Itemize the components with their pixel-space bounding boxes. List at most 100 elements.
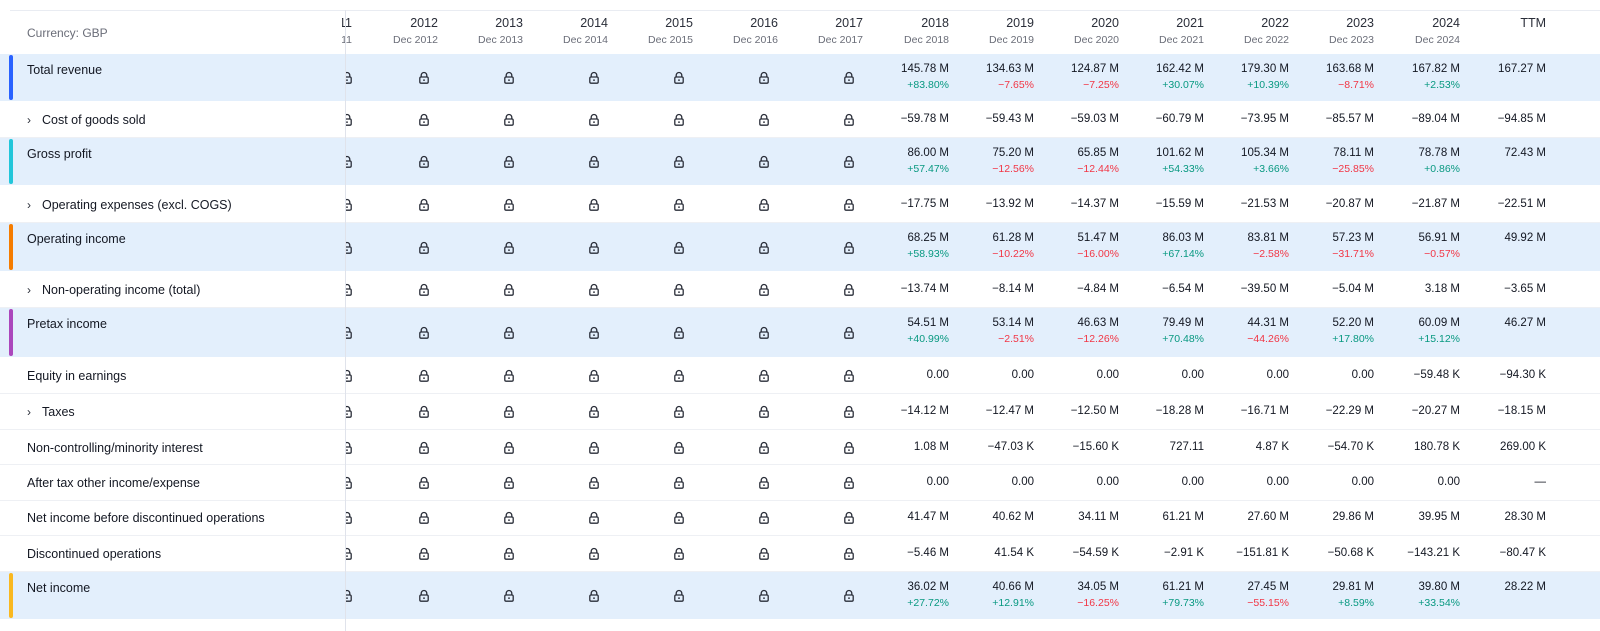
lock-icon[interactable] (346, 198, 354, 212)
lock-icon[interactable] (417, 71, 431, 85)
lock-icon[interactable] (502, 71, 516, 85)
lock-icon[interactable] (587, 71, 601, 85)
lock-icon[interactable] (842, 405, 856, 419)
lock-icon[interactable] (417, 441, 431, 455)
lock-icon[interactable] (842, 589, 856, 603)
lock-icon[interactable] (757, 326, 771, 340)
lock-icon[interactable] (672, 441, 686, 455)
lock-icon[interactable] (757, 441, 771, 455)
lock-icon[interactable] (502, 113, 516, 127)
lock-icon[interactable] (842, 326, 856, 340)
lock-icon[interactable] (502, 198, 516, 212)
lock-icon[interactable] (502, 155, 516, 169)
lock-icon[interactable] (672, 369, 686, 383)
lock-icon[interactable] (346, 113, 354, 127)
lock-icon[interactable] (346, 283, 354, 297)
lock-icon[interactable] (842, 241, 856, 255)
table-row-cost-of-goods-sold[interactable]: › Cost of goods sold −59.78 M −59.43 M −59.0… (0, 102, 1600, 138)
lock-icon[interactable] (346, 589, 354, 603)
lock-icon[interactable] (757, 476, 771, 490)
lock-icon[interactable] (417, 511, 431, 525)
lock-icon[interactable] (842, 369, 856, 383)
lock-icon[interactable] (672, 71, 686, 85)
row-label[interactable]: › Taxes (27, 405, 75, 419)
lock-icon[interactable] (346, 547, 354, 561)
lock-icon[interactable] (672, 511, 686, 525)
lock-icon[interactable] (672, 113, 686, 127)
lock-icon[interactable] (842, 441, 856, 455)
lock-icon[interactable] (502, 283, 516, 297)
lock-icon[interactable] (417, 155, 431, 169)
lock-icon[interactable] (672, 405, 686, 419)
lock-icon[interactable] (346, 71, 354, 85)
table-row-non-operating-income[interactable]: › Non-operating income (total) −13.74 M −8.… (0, 272, 1600, 308)
chevron-right-icon[interactable]: › (27, 283, 31, 297)
lock-icon[interactable] (672, 476, 686, 490)
lock-icon[interactable] (672, 198, 686, 212)
lock-icon[interactable] (757, 547, 771, 561)
table-row-taxes[interactable]: › Taxes −14.12 M −12.47 M −12.50 M −18.28 M −1… (0, 394, 1600, 430)
lock-icon[interactable] (417, 113, 431, 127)
lock-icon[interactable] (587, 326, 601, 340)
lock-icon[interactable] (587, 589, 601, 603)
lock-icon[interactable] (587, 547, 601, 561)
lock-icon[interactable] (502, 476, 516, 490)
row-label[interactable]: › Cost of goods sold (27, 113, 146, 127)
lock-icon[interactable] (587, 441, 601, 455)
lock-icon[interactable] (346, 241, 354, 255)
lock-icon[interactable] (417, 369, 431, 383)
lock-icon[interactable] (587, 405, 601, 419)
lock-icon[interactable] (502, 326, 516, 340)
lock-icon[interactable] (587, 369, 601, 383)
lock-icon[interactable] (346, 155, 354, 169)
lock-icon[interactable] (757, 71, 771, 85)
lock-icon[interactable] (502, 241, 516, 255)
lock-icon[interactable] (346, 369, 354, 383)
lock-icon[interactable] (842, 113, 856, 127)
chevron-right-icon[interactable]: › (27, 405, 31, 419)
lock-icon[interactable] (757, 241, 771, 255)
lock-icon[interactable] (502, 405, 516, 419)
lock-icon[interactable] (346, 441, 354, 455)
lock-icon[interactable] (346, 511, 354, 525)
lock-icon[interactable] (757, 405, 771, 419)
lock-icon[interactable] (346, 405, 354, 419)
lock-icon[interactable] (757, 198, 771, 212)
lock-icon[interactable] (842, 476, 856, 490)
lock-icon[interactable] (417, 326, 431, 340)
lock-icon[interactable] (757, 589, 771, 603)
lock-icon[interactable] (346, 476, 354, 490)
lock-icon[interactable] (417, 198, 431, 212)
lock-icon[interactable] (502, 589, 516, 603)
lock-icon[interactable] (587, 283, 601, 297)
lock-icon[interactable] (757, 283, 771, 297)
lock-icon[interactable] (757, 511, 771, 525)
row-label[interactable]: › Non-operating income (total) (27, 283, 200, 297)
lock-icon[interactable] (502, 441, 516, 455)
lock-icon[interactable] (672, 589, 686, 603)
lock-icon[interactable] (672, 155, 686, 169)
lock-icon[interactable] (587, 241, 601, 255)
lock-icon[interactable] (502, 369, 516, 383)
lock-icon[interactable] (417, 405, 431, 419)
lock-icon[interactable] (757, 155, 771, 169)
lock-icon[interactable] (417, 283, 431, 297)
lock-icon[interactable] (587, 155, 601, 169)
lock-icon[interactable] (672, 326, 686, 340)
lock-icon[interactable] (587, 511, 601, 525)
lock-icon[interactable] (757, 113, 771, 127)
lock-icon[interactable] (417, 547, 431, 561)
row-label[interactable]: › Operating expenses (excl. COGS) (27, 198, 232, 212)
lock-icon[interactable] (417, 476, 431, 490)
lock-icon[interactable] (842, 155, 856, 169)
lock-icon[interactable] (502, 547, 516, 561)
lock-icon[interactable] (842, 198, 856, 212)
chevron-right-icon[interactable]: › (27, 113, 31, 127)
lock-icon[interactable] (587, 113, 601, 127)
lock-icon[interactable] (842, 71, 856, 85)
lock-icon[interactable] (587, 198, 601, 212)
lock-icon[interactable] (346, 326, 354, 340)
lock-icon[interactable] (842, 511, 856, 525)
lock-icon[interactable] (417, 589, 431, 603)
table-row-operating-expenses[interactable]: › Operating expenses (excl. COGS) −17.75 M… (0, 186, 1600, 223)
